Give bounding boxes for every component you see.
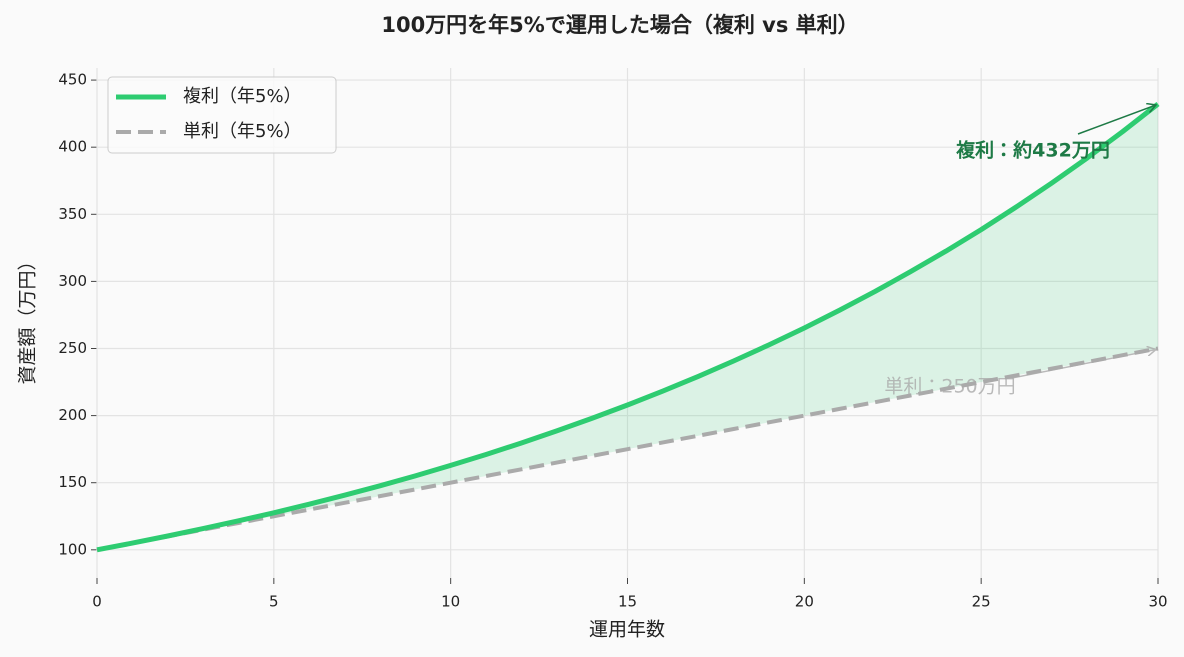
x-tick-label: 5 bbox=[269, 593, 279, 611]
y-tick-label: 200 bbox=[58, 406, 87, 424]
y-tick-label: 250 bbox=[58, 339, 87, 357]
legend-label: 単利（年5%） bbox=[183, 121, 302, 142]
y-tick-label: 350 bbox=[58, 205, 87, 223]
y-tick-label: 450 bbox=[58, 71, 87, 89]
x-tick-label: 25 bbox=[972, 593, 991, 611]
series-line bbox=[96, 101, 1160, 553]
legend: 複利（年5%） 単利（年5%） bbox=[107, 76, 337, 154]
series-line bbox=[96, 346, 1159, 552]
x-tick-label: 15 bbox=[618, 593, 637, 611]
annotation: 複利：約432万円 bbox=[955, 139, 1110, 162]
x-tick-label: 20 bbox=[795, 593, 814, 611]
annotation-arrow bbox=[1011, 350, 1156, 379]
x-tick-label: 0 bbox=[92, 593, 102, 611]
x-tick-label: 30 bbox=[1148, 593, 1167, 611]
y-tick-label: 100 bbox=[58, 540, 87, 558]
legend-label: 複利（年5%） bbox=[183, 86, 302, 107]
y-axis-label: 資産額（万円） bbox=[17, 251, 39, 384]
y-tick-label: 400 bbox=[58, 138, 87, 156]
x-tick-label: 10 bbox=[441, 593, 460, 611]
annotation-arrow bbox=[1077, 105, 1156, 135]
annotation: 単利：250万円 bbox=[884, 376, 1015, 398]
y-tick-label: 300 bbox=[58, 272, 87, 290]
fill-between bbox=[97, 103, 1158, 550]
y-tick-label: 150 bbox=[58, 473, 87, 491]
chart-title: 100万円を年5%で運用した場合（複利 vs 単利） bbox=[381, 13, 858, 37]
x-axis-label: 運用年数 bbox=[589, 619, 665, 641]
